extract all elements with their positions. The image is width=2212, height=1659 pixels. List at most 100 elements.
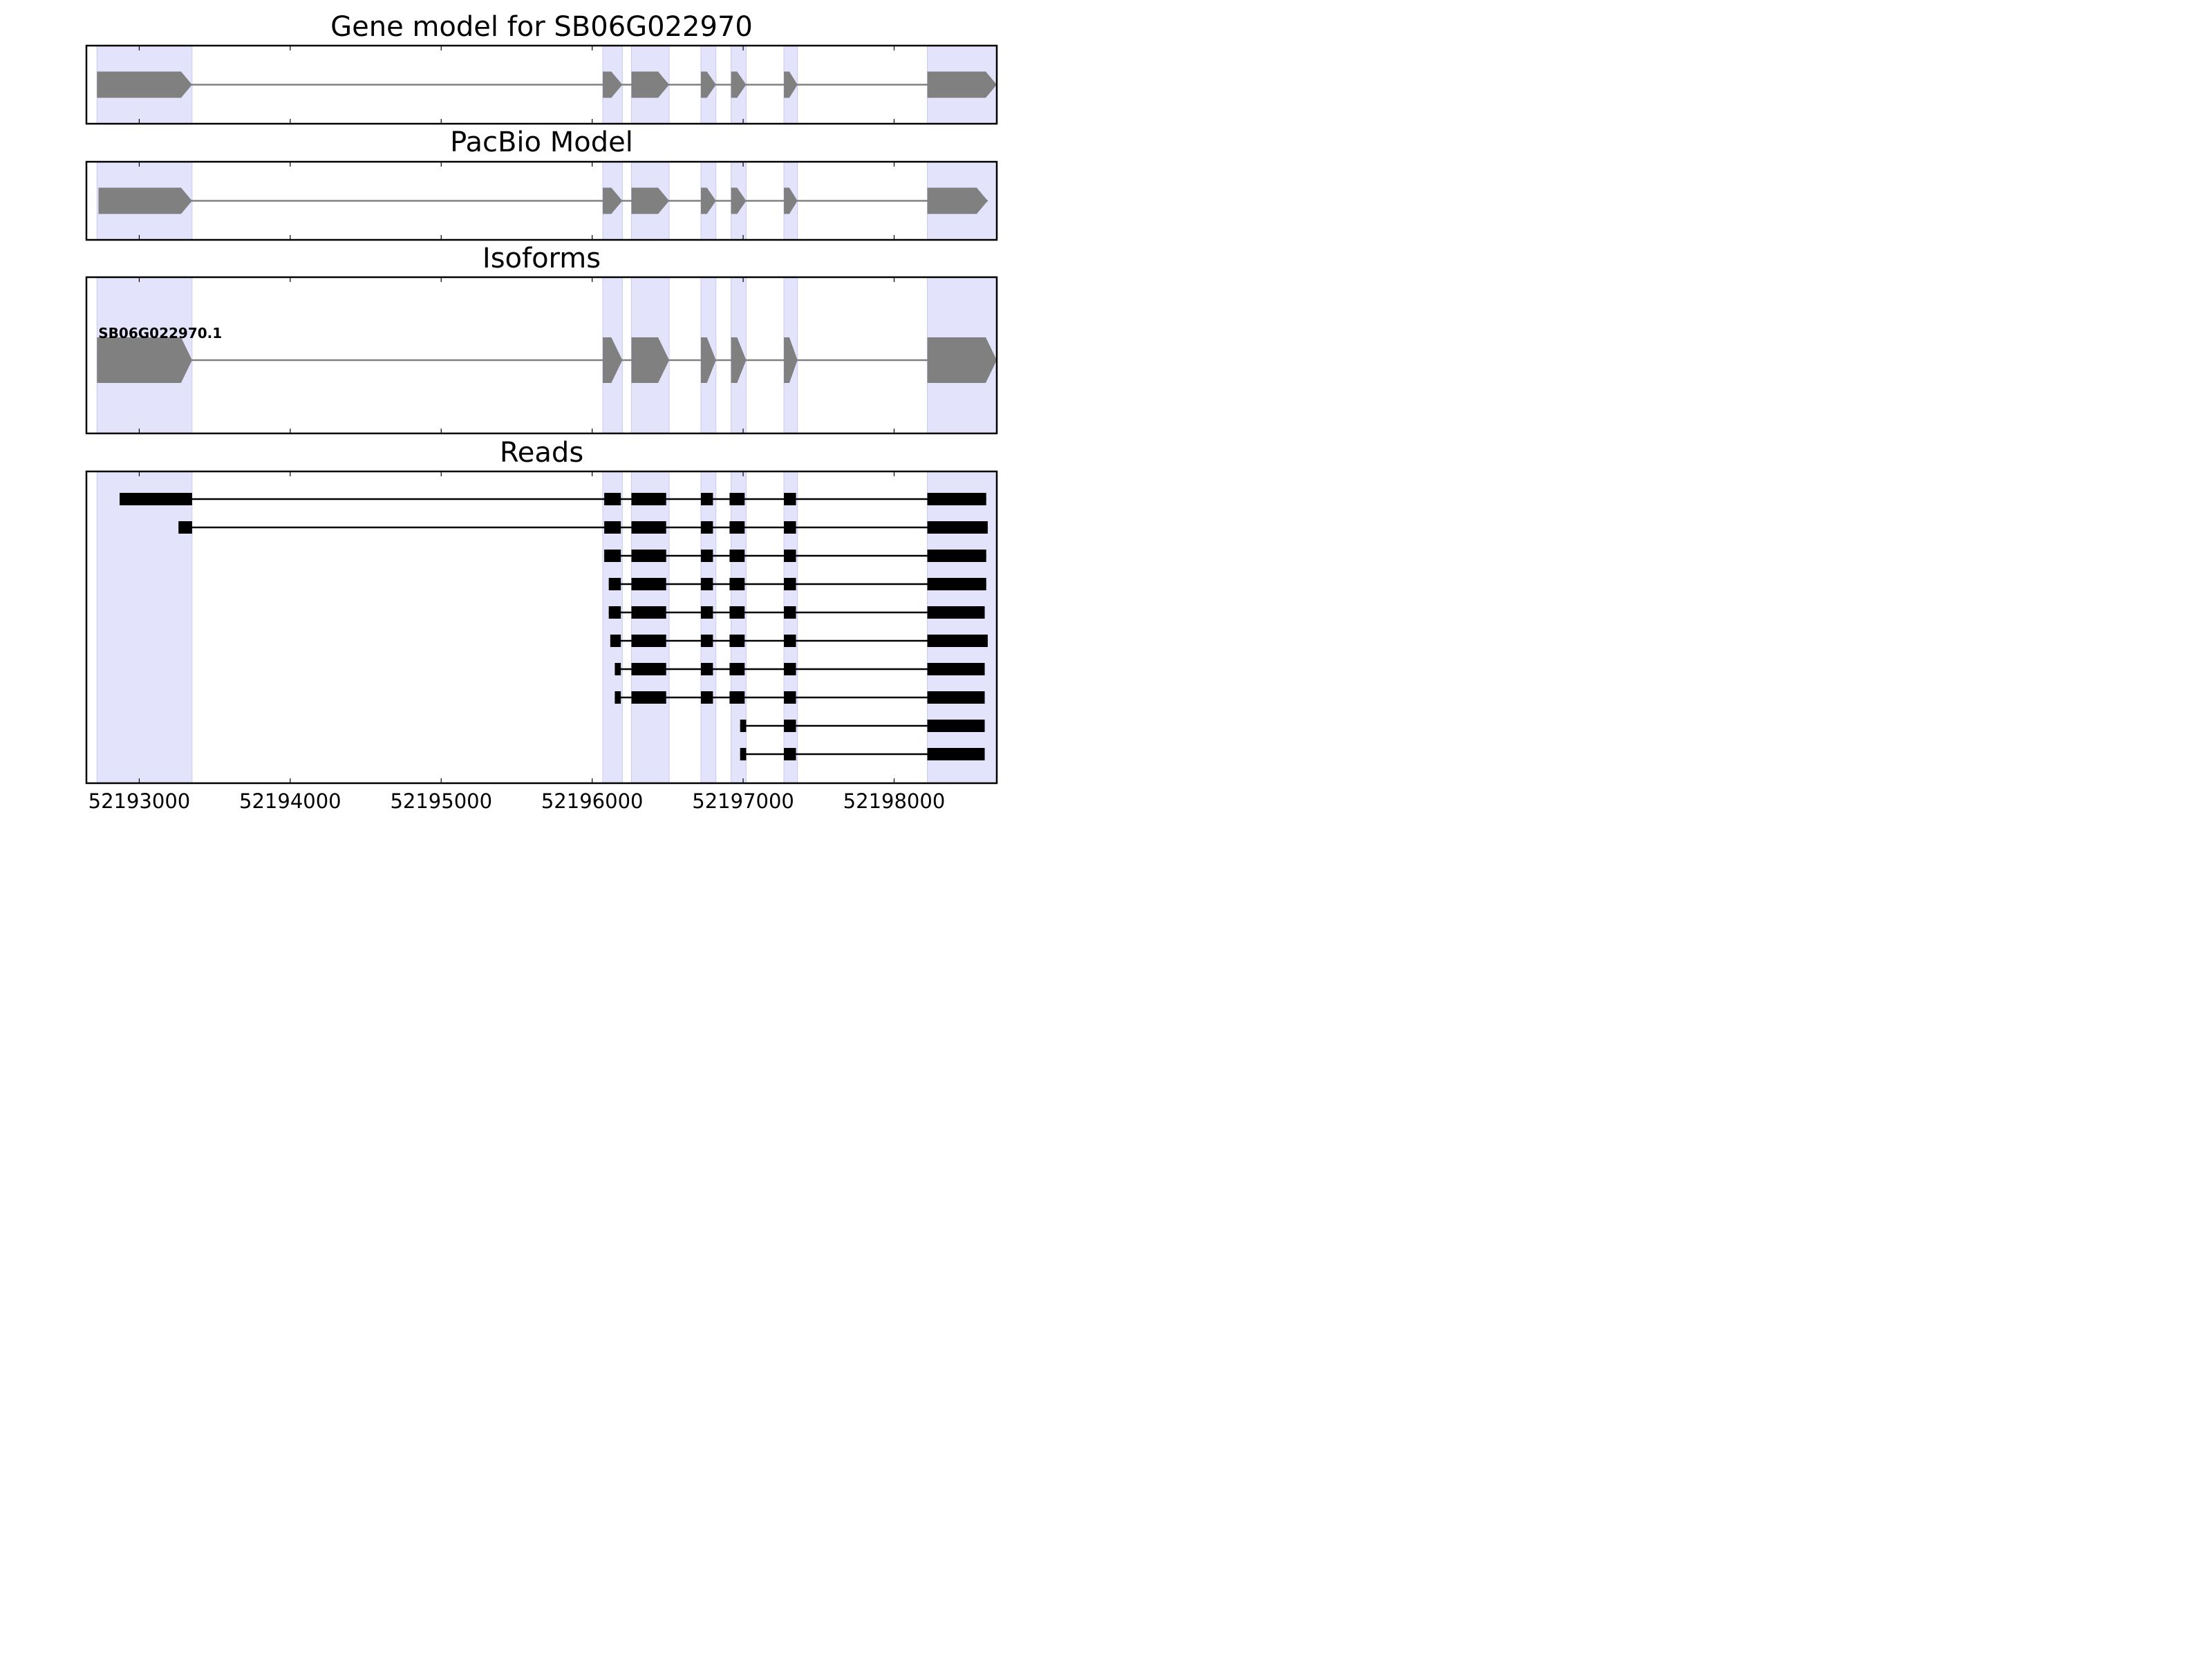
exon-block (602, 71, 623, 98)
read-exon-block (927, 691, 985, 704)
exon-block (602, 337, 623, 383)
read-exon-block (700, 691, 713, 704)
read-exon-block (178, 521, 192, 534)
exon-highlight-band (602, 471, 623, 784)
read-exon-block (927, 550, 986, 562)
read-exon-block (729, 663, 745, 675)
read-exon-block (729, 635, 745, 647)
read-exon-block (700, 493, 713, 505)
exon-highlight-band (96, 471, 193, 784)
exon-block (927, 71, 997, 98)
read-exon-block (729, 691, 745, 704)
panel-frame (85, 160, 998, 241)
exon-highlight-band (783, 471, 798, 784)
exon-block (731, 187, 747, 214)
panel-title: Isoforms (482, 243, 601, 274)
exon-block (631, 337, 670, 383)
read-exon-block (927, 493, 986, 505)
exon-block (784, 337, 798, 383)
read-exon-block (729, 550, 745, 562)
read-exon-block (604, 550, 621, 562)
read-exon-block (700, 578, 713, 590)
read-exon-block (729, 521, 745, 534)
exon-block (98, 187, 192, 214)
read-exon-block (608, 578, 621, 590)
panel-3: Isoforms SB06G022970.1 (85, 243, 998, 435)
exon-block (97, 71, 192, 98)
read-exon-block (631, 493, 666, 505)
exon-block (927, 337, 997, 383)
exon-block (927, 187, 988, 214)
exon-block (700, 337, 716, 383)
gene-model-figure: Gene model for SB06G022970 PacBio Model Is… (85, 11, 998, 810)
read-exon-block (700, 635, 713, 647)
read-exon-block (631, 550, 666, 562)
read-exon-block (740, 720, 747, 732)
exon-block (97, 337, 192, 383)
read-exon-block (927, 663, 985, 675)
isoform-label: SB06G022970.1 (98, 325, 222, 341)
x-tick-label: 52195000 (390, 789, 492, 810)
read-exon-block (631, 691, 666, 704)
exon-block (731, 71, 747, 98)
read-exon-block (615, 691, 621, 704)
panel-title: PacBio Model (450, 126, 633, 158)
read-exon-block (610, 635, 621, 647)
x-tick-label: 52197000 (692, 789, 794, 810)
read-exon-block (615, 663, 621, 675)
read-exon-block (927, 720, 985, 732)
read-exon-block (784, 748, 796, 760)
exon-block (602, 187, 623, 214)
read-exon-block (784, 720, 796, 732)
exon-highlight-band (630, 471, 670, 784)
read-exon-block (631, 606, 666, 619)
panel-frame (85, 44, 998, 125)
read-exon-block (631, 521, 666, 534)
read-exon-block (700, 606, 713, 619)
read-exon-block (784, 550, 796, 562)
x-tick-label: 52196000 (541, 789, 644, 810)
x-tick-label: 52194000 (239, 789, 341, 810)
exon-block (784, 187, 798, 214)
read-exon-block (927, 606, 985, 619)
read-exon-block (784, 578, 796, 590)
exon-block (731, 337, 747, 383)
read-exon-block (927, 748, 985, 760)
panel-frame (85, 470, 998, 785)
exon-highlight-band (731, 471, 747, 784)
read-exon-block (604, 493, 621, 505)
read-exon-block (729, 606, 745, 619)
read-exon-block (729, 493, 745, 505)
read-exon-block (784, 521, 796, 534)
exon-highlight-band (927, 471, 997, 784)
x-tick-label: 52193000 (88, 789, 191, 810)
read-exon-block (784, 606, 796, 619)
read-exon-block (784, 635, 796, 647)
read-exon-block (927, 635, 988, 647)
exon-block (784, 71, 798, 98)
read-exon-block (700, 521, 713, 534)
read-exon-block (700, 550, 713, 562)
panel-1: Gene model for SB06G022970 (85, 11, 998, 125)
exon-block (700, 187, 716, 214)
panel-title: Reads (500, 437, 583, 469)
read-exon-block (120, 493, 192, 505)
panel-4: Reads 52193000 52194000 52195000 52196000 521… (85, 437, 998, 810)
read-exon-block (700, 663, 713, 675)
x-tick-label: 52198000 (843, 789, 946, 810)
read-exon-block (729, 578, 745, 590)
exon-block (631, 71, 670, 98)
read-exon-block (784, 691, 796, 704)
read-exon-block (784, 663, 796, 675)
panel-frame (85, 276, 998, 435)
exon-block (631, 187, 670, 214)
read-exon-block (631, 663, 666, 675)
read-exon-block (631, 578, 666, 590)
panel-2: PacBio Model (85, 126, 998, 241)
panel-title: Gene model for SB06G022970 (330, 11, 753, 43)
read-exon-block (631, 635, 666, 647)
read-exon-block (784, 493, 796, 505)
read-exon-block (927, 521, 988, 534)
read-exon-block (927, 578, 986, 590)
exon-highlight-band (700, 471, 717, 784)
